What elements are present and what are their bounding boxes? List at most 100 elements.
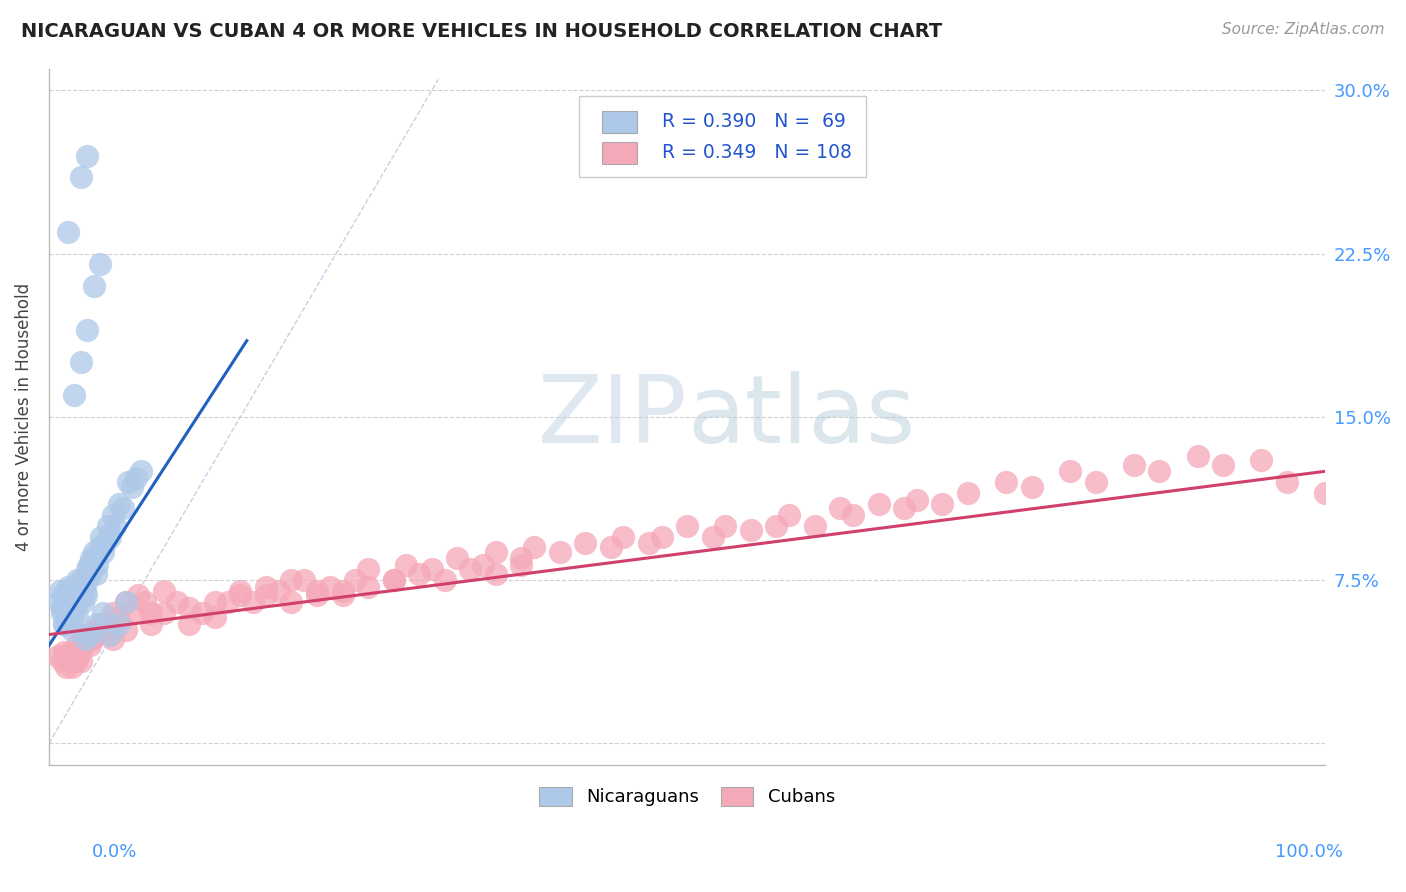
Point — [98, 530, 121, 544]
Point — [62, 610, 84, 624]
Point — [46, 649, 69, 664]
Point — [179, 601, 201, 615]
Point — [70, 355, 93, 369]
Point — [65, 654, 87, 668]
Point — [956, 486, 979, 500]
Point — [510, 558, 533, 572]
Point — [70, 170, 93, 185]
Point — [229, 588, 252, 602]
Text: 0.0%: 0.0% — [91, 843, 136, 861]
Bar — [602, 111, 637, 133]
Point — [1315, 486, 1337, 500]
Point — [651, 530, 673, 544]
Point — [868, 497, 890, 511]
Point — [72, 639, 94, 653]
Point — [91, 606, 114, 620]
Point — [548, 545, 571, 559]
Point — [893, 501, 915, 516]
Point — [1212, 458, 1234, 472]
Point — [98, 627, 121, 641]
Point — [446, 551, 468, 566]
Point — [433, 573, 456, 587]
Point — [60, 660, 83, 674]
Point — [765, 518, 787, 533]
FancyBboxPatch shape — [579, 96, 866, 177]
Point — [485, 545, 508, 559]
Text: 100.0%: 100.0% — [1275, 843, 1343, 861]
Point — [382, 573, 405, 587]
Point — [523, 541, 546, 555]
Point — [56, 606, 79, 620]
Point — [254, 580, 277, 594]
Point — [63, 584, 86, 599]
Point — [63, 645, 86, 659]
Point — [101, 508, 124, 522]
Point — [58, 654, 80, 668]
Text: NICARAGUAN VS CUBAN 4 OR MORE VEHICLES IN HOUSEHOLD CORRELATION CHART: NICARAGUAN VS CUBAN 4 OR MORE VEHICLES I… — [21, 22, 942, 41]
Point — [153, 606, 176, 620]
Point — [83, 545, 105, 559]
Point — [612, 530, 634, 544]
Point — [89, 541, 111, 555]
Point — [53, 645, 76, 659]
Point — [153, 584, 176, 599]
Point — [111, 501, 134, 516]
Point — [1084, 475, 1107, 490]
Point — [76, 562, 98, 576]
Point — [229, 584, 252, 599]
Point — [90, 530, 112, 544]
Point — [305, 584, 328, 599]
Point — [53, 616, 76, 631]
Point — [56, 580, 79, 594]
Point — [86, 558, 108, 572]
Point — [73, 632, 96, 646]
Text: ZIP: ZIP — [537, 371, 688, 463]
Point — [204, 595, 226, 609]
Point — [931, 497, 953, 511]
Point — [191, 606, 214, 620]
Point — [56, 649, 79, 664]
Point — [97, 518, 120, 533]
Point — [70, 627, 93, 641]
Point — [69, 584, 91, 599]
Point — [420, 562, 443, 576]
Point — [114, 624, 136, 638]
Text: Source: ZipAtlas.com: Source: ZipAtlas.com — [1222, 22, 1385, 37]
Point — [637, 536, 659, 550]
Point — [995, 475, 1018, 490]
Point — [84, 566, 107, 581]
Point — [84, 551, 107, 566]
Point — [114, 595, 136, 609]
Point — [740, 523, 762, 537]
Point — [49, 584, 72, 599]
Point — [292, 573, 315, 587]
Point — [79, 627, 101, 641]
Point — [714, 518, 737, 533]
Point — [53, 616, 76, 631]
Point — [91, 624, 114, 638]
Point — [76, 323, 98, 337]
Point — [60, 595, 83, 609]
Point — [127, 588, 149, 602]
Point — [280, 573, 302, 587]
Point — [382, 573, 405, 587]
Point — [72, 595, 94, 609]
Point — [82, 632, 104, 646]
Point — [91, 545, 114, 559]
Point — [77, 558, 100, 572]
Point — [166, 595, 188, 609]
Point — [319, 580, 342, 594]
Point — [66, 573, 89, 587]
Bar — [602, 142, 637, 164]
Point — [101, 606, 124, 620]
Point — [89, 616, 111, 631]
Point — [905, 492, 928, 507]
Point — [63, 388, 86, 402]
Point — [79, 566, 101, 581]
Point — [84, 624, 107, 638]
Point — [80, 551, 103, 566]
Point — [471, 558, 494, 572]
Point — [89, 257, 111, 271]
Point — [408, 566, 430, 581]
Point — [52, 588, 75, 602]
